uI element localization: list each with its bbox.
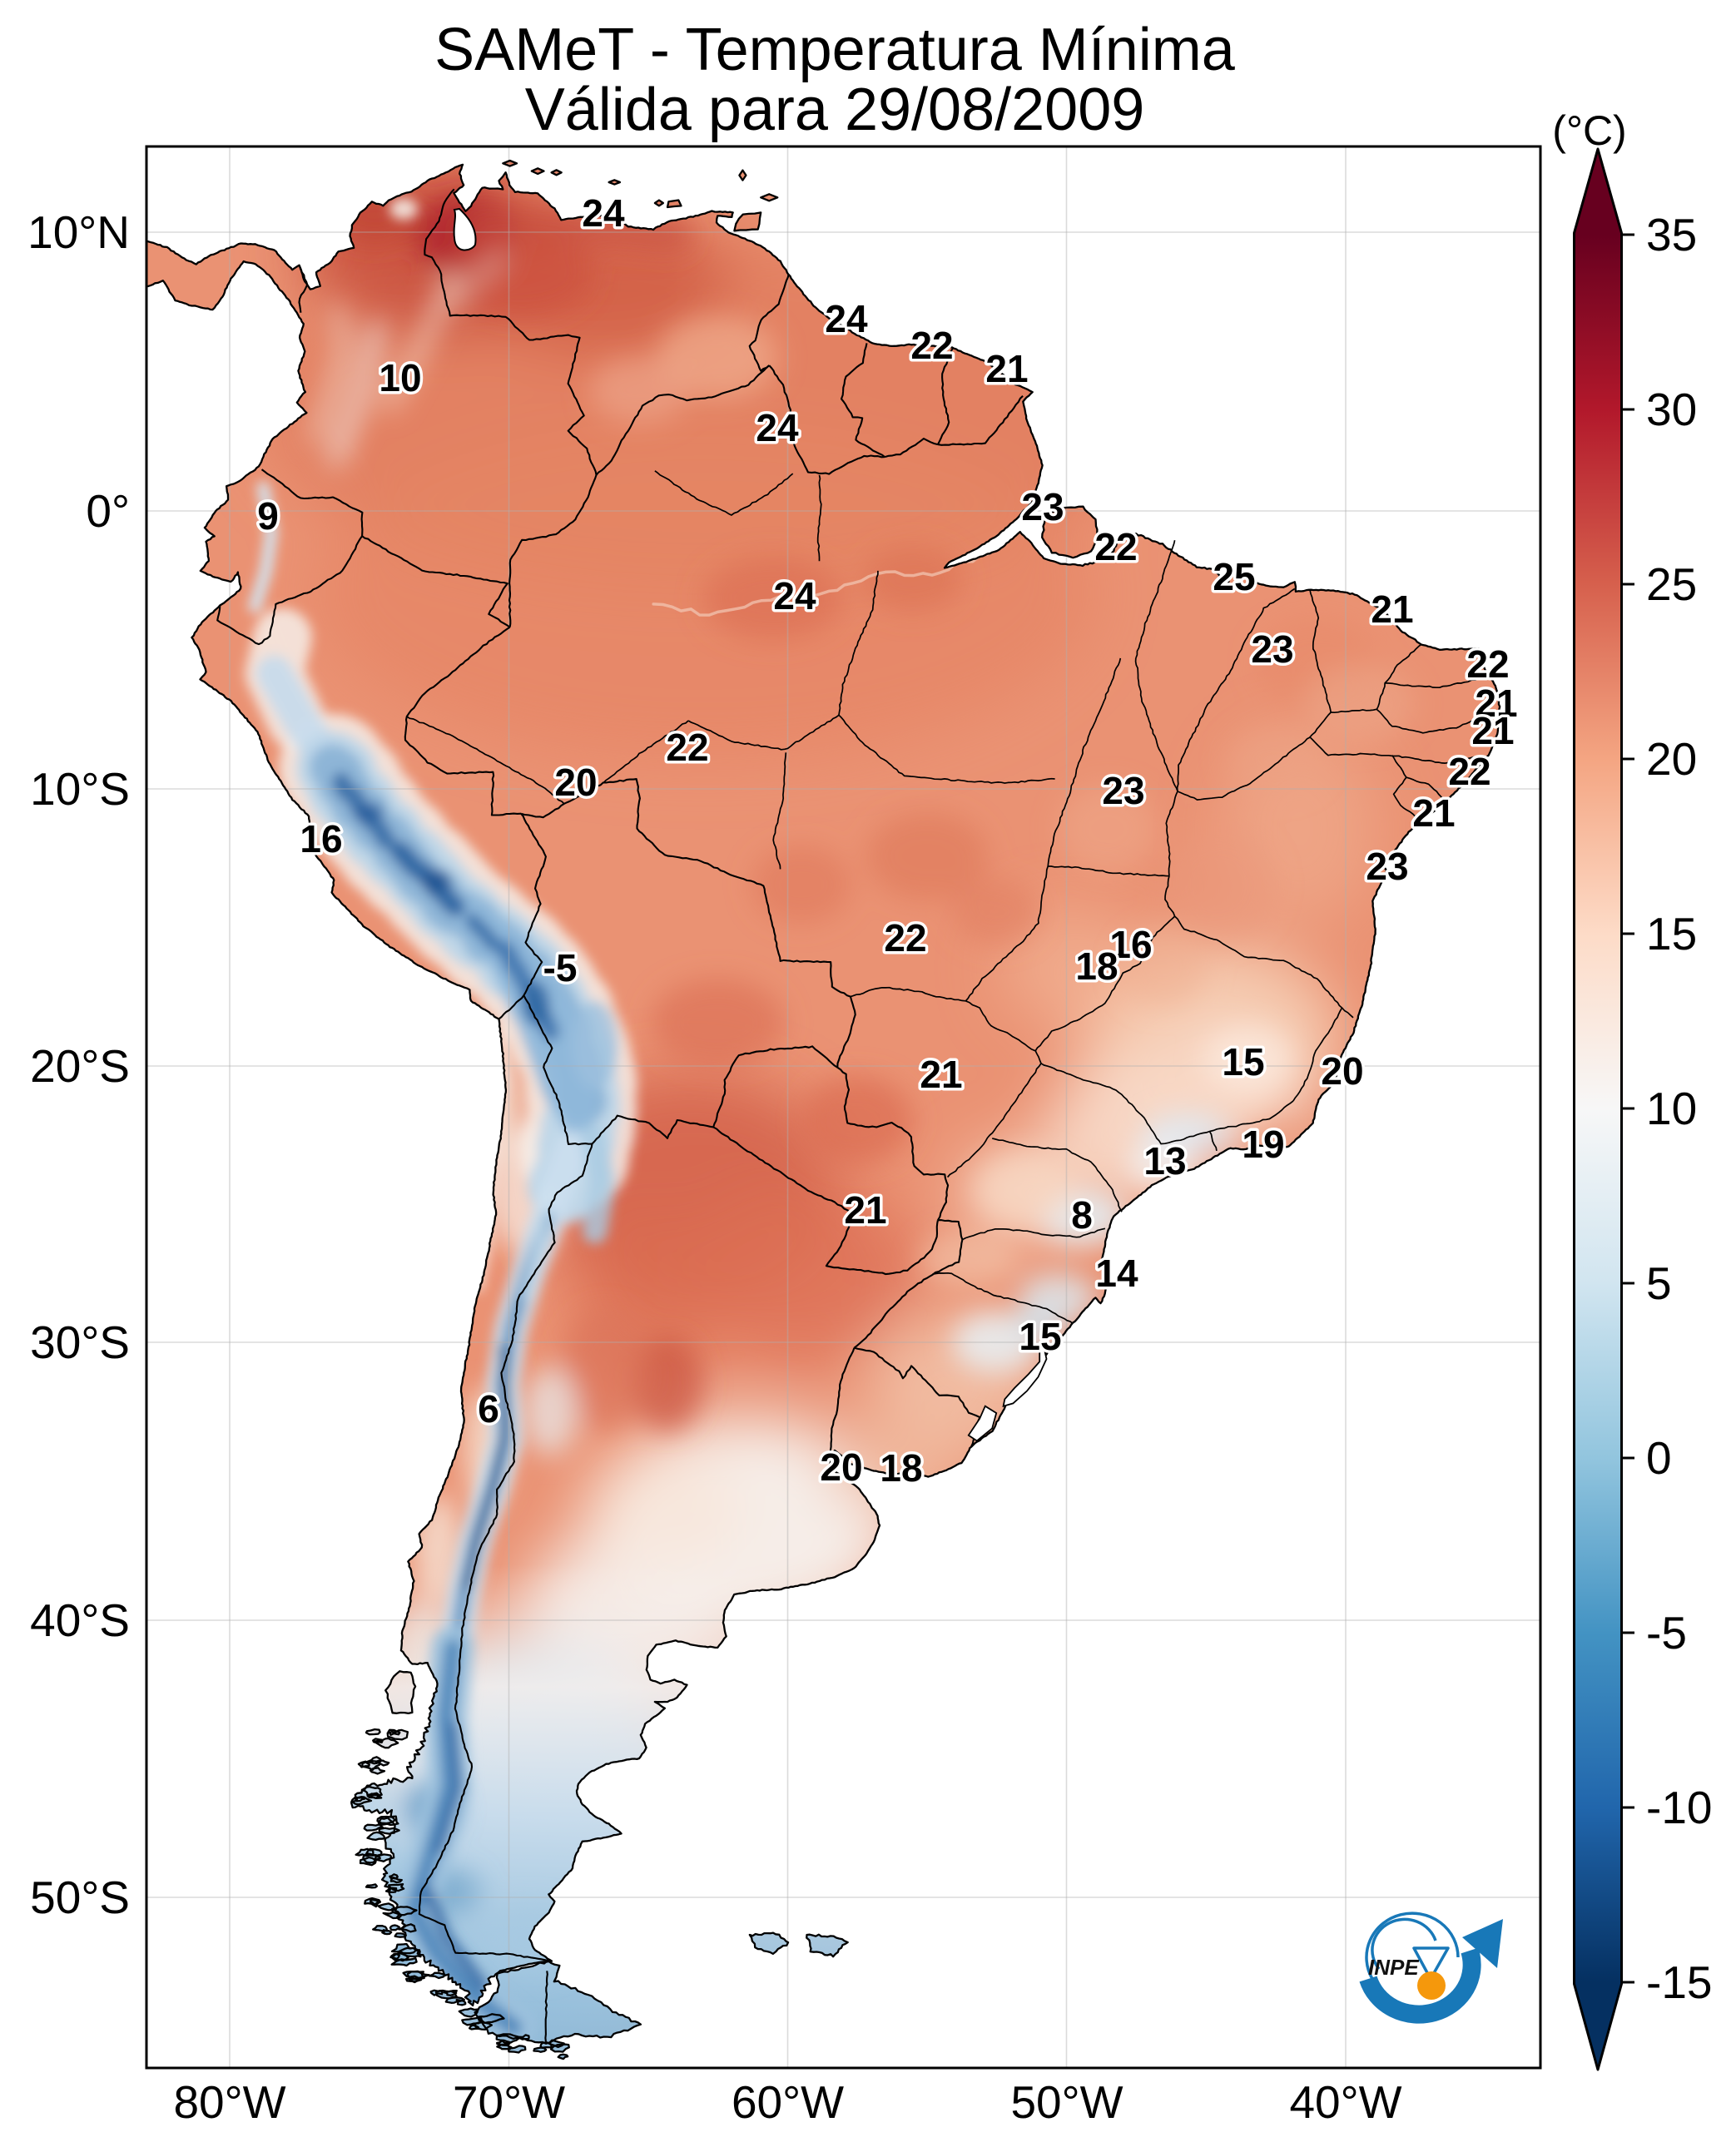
svg-text:21: 21	[844, 1188, 886, 1232]
svg-text:24: 24	[582, 191, 625, 235]
svg-text:60°W: 60°W	[732, 2076, 844, 2128]
svg-text:50°W: 50°W	[1010, 2076, 1123, 2128]
svg-text:25: 25	[1213, 555, 1255, 598]
svg-text:30°S: 30°S	[30, 1316, 130, 1368]
svg-text:6: 6	[478, 1387, 499, 1431]
svg-text:22: 22	[666, 726, 708, 769]
svg-text:21: 21	[985, 347, 1028, 390]
svg-text:SAMeT - Temperatura Mínima: SAMeT - Temperatura Mínima	[434, 17, 1236, 83]
svg-text:24: 24	[773, 574, 816, 617]
svg-text:-10: -10	[1646, 1782, 1713, 1833]
svg-text:21: 21	[920, 1053, 962, 1096]
svg-text:(°C): (°C)	[1552, 107, 1626, 154]
svg-text:5: 5	[1646, 1257, 1672, 1309]
svg-text:10°S: 10°S	[30, 763, 130, 815]
svg-text:Válida para 29/08/2009: Válida para 29/08/2009	[525, 77, 1145, 143]
svg-text:15: 15	[1019, 1315, 1061, 1358]
svg-text:24: 24	[825, 297, 868, 340]
svg-text:10: 10	[1646, 1083, 1697, 1134]
svg-text:22: 22	[910, 324, 953, 367]
svg-text:22: 22	[884, 916, 926, 959]
svg-text:0°: 0°	[86, 485, 130, 537]
svg-text:50°S: 50°S	[30, 1872, 130, 1923]
svg-text:24: 24	[756, 406, 799, 449]
svg-text:21: 21	[1471, 709, 1514, 752]
svg-text:20: 20	[1646, 733, 1697, 785]
svg-text:19: 19	[1242, 1123, 1284, 1166]
svg-text:16: 16	[300, 817, 342, 860]
svg-text:35: 35	[1646, 209, 1697, 260]
svg-text:18: 18	[880, 1446, 922, 1490]
svg-text:14: 14	[1095, 1252, 1138, 1295]
svg-text:INPE: INPE	[1368, 1955, 1419, 1980]
svg-text:18: 18	[1075, 945, 1118, 988]
svg-text:40°S: 40°S	[30, 1594, 130, 1646]
svg-text:10: 10	[379, 356, 421, 399]
svg-text:20: 20	[1321, 1049, 1363, 1093]
svg-text:23: 23	[1102, 769, 1144, 812]
svg-text:-15: -15	[1646, 1956, 1713, 2008]
svg-text:22: 22	[1448, 750, 1490, 793]
svg-text:-5: -5	[543, 946, 578, 989]
svg-text:21: 21	[1475, 682, 1517, 725]
svg-text:10°N: 10°N	[27, 206, 130, 258]
svg-text:25: 25	[1646, 558, 1697, 610]
svg-text:0: 0	[1646, 1432, 1672, 1484]
svg-text:16: 16	[1109, 923, 1152, 966]
svg-text:9: 9	[257, 494, 279, 538]
svg-text:-5: -5	[1646, 1607, 1687, 1659]
svg-text:30: 30	[1646, 384, 1697, 435]
svg-text:23: 23	[1021, 485, 1064, 528]
svg-text:80°W: 80°W	[173, 2076, 285, 2128]
svg-text:70°W: 70°W	[453, 2076, 565, 2128]
svg-text:20: 20	[554, 761, 597, 804]
svg-text:22: 22	[1466, 642, 1509, 686]
svg-text:20°S: 20°S	[30, 1040, 130, 1092]
svg-text:8: 8	[1071, 1193, 1093, 1237]
svg-text:13: 13	[1143, 1139, 1186, 1183]
svg-text:21: 21	[1371, 588, 1413, 631]
svg-text:40°W: 40°W	[1289, 2076, 1401, 2128]
svg-text:23: 23	[1366, 845, 1408, 888]
svg-text:15: 15	[1646, 908, 1697, 959]
svg-text:15: 15	[1222, 1040, 1264, 1083]
svg-text:21: 21	[1412, 791, 1455, 835]
svg-text:23: 23	[1251, 627, 1293, 671]
svg-text:22: 22	[1094, 525, 1137, 568]
svg-text:20: 20	[820, 1445, 862, 1489]
